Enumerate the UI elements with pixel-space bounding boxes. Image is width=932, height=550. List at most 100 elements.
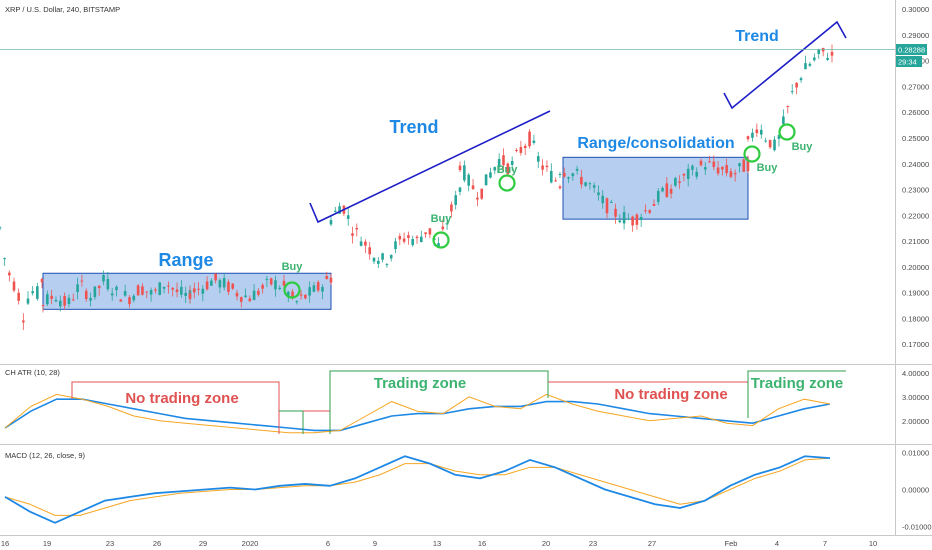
candle-body [682, 173, 686, 176]
candle-body [394, 241, 397, 250]
candle-body [84, 290, 88, 300]
time-tick-label: 23 [106, 539, 114, 548]
candle-body [454, 195, 457, 205]
candle-body [686, 168, 690, 179]
candle-body [377, 260, 380, 264]
buy-circle [778, 123, 796, 141]
candle-body [76, 284, 79, 293]
annotations: Range Trend Range/consolidation Trend Buy Buy… [158, 20, 847, 299]
candle-body [351, 233, 354, 236]
candle-body [286, 291, 290, 297]
time-tick-label: 16 [1, 539, 9, 548]
candle-body [346, 215, 350, 219]
candle-body [80, 280, 84, 282]
candle-body [804, 63, 807, 70]
candle-body [265, 278, 269, 280]
candle-body [222, 278, 226, 288]
price-tag-value: 0.28288 [898, 46, 925, 55]
zone-trading-2 [747, 370, 846, 418]
candle-body [592, 185, 596, 188]
label-trading-1: Trading zone [374, 375, 467, 392]
candle-body [8, 272, 11, 276]
label-trend-2: Trend [735, 28, 779, 45]
candle-body [0, 227, 2, 229]
candle-body [545, 165, 549, 168]
candle-body [458, 165, 462, 171]
candle-body [764, 140, 767, 142]
time-tick-label: 26 [153, 539, 161, 548]
candle-body [132, 295, 136, 301]
candle-body [269, 278, 273, 285]
candles [0, 44, 834, 330]
price-tick-label: 0.22000 [902, 211, 929, 220]
candle-body [661, 187, 664, 192]
price-tick-label: 0.23000 [902, 186, 929, 195]
candle-body [729, 171, 733, 177]
label-consolidation: Range/consolidation [577, 135, 734, 152]
label-buy: Buy [282, 261, 304, 273]
label-trading-2: Trading zone [751, 375, 844, 392]
candle-body [197, 288, 200, 290]
atr-line [4, 393, 831, 434]
candle-body [115, 286, 118, 291]
candle-body [441, 226, 445, 230]
candle-body [790, 91, 794, 93]
candle-body [299, 294, 303, 296]
macd-tick-label: -0.01000 [902, 522, 932, 531]
label-no-trading-2: No trading zone [614, 386, 727, 403]
candle-body [746, 159, 750, 172]
candle-body [372, 257, 376, 262]
time-axis-ticks: 16 19 23 26 29 2020 6 9 13 16 20 23 27 Feb 4 7 10 [1, 539, 877, 548]
candle-body [329, 277, 333, 283]
candle-body [567, 177, 570, 179]
candle-body [575, 168, 579, 171]
time-tick-label: 16 [478, 539, 486, 548]
candle-body [54, 300, 58, 302]
candle-body [550, 170, 553, 183]
candle-body [622, 212, 626, 224]
candle-body [282, 280, 286, 286]
candle-body [493, 167, 497, 171]
macd-line [4, 455, 831, 524]
candle-body [63, 296, 66, 306]
candle-body [41, 305, 45, 307]
candle-body [786, 105, 790, 107]
atr-tick-label: 3.00000 [902, 393, 929, 402]
time-tick-label: 27 [648, 539, 656, 548]
candle-body [450, 204, 453, 212]
candle-body [716, 167, 720, 174]
candle-body [218, 280, 222, 288]
candle-body [398, 236, 402, 240]
candle-body [338, 206, 341, 214]
time-tick-label: 20 [542, 539, 550, 548]
candle-body [424, 232, 427, 235]
candle-body [119, 299, 123, 302]
candle-body [205, 281, 209, 290]
candle-body [669, 188, 673, 194]
candle-body [773, 139, 776, 151]
candle-body [463, 165, 466, 181]
axes [0, 0, 932, 536]
candle-body [295, 301, 299, 303]
buy-circle [283, 281, 301, 299]
candle-body [46, 294, 49, 305]
candle-body [93, 286, 97, 298]
time-tick-label: 2020 [242, 539, 259, 548]
chart-title: XRP / U.S. Dollar, 240, BITSTAMP [5, 5, 120, 14]
candle-body [407, 235, 410, 238]
candle-body [71, 299, 75, 301]
candle-body [274, 280, 277, 290]
candle-body [609, 201, 613, 203]
candle-body [231, 283, 235, 289]
candle-body [316, 282, 320, 291]
candle-body [601, 195, 605, 204]
candle-body [678, 181, 681, 183]
candle-body [665, 183, 669, 198]
label-range: Range [158, 250, 213, 270]
candle-body [110, 293, 114, 296]
candle-body [428, 228, 432, 235]
candle-body [201, 288, 205, 294]
candle-body [312, 285, 316, 292]
candle-body [252, 290, 256, 300]
